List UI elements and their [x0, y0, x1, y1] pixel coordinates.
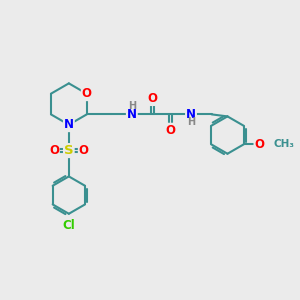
Text: N: N — [64, 118, 74, 131]
Text: N: N — [186, 108, 196, 121]
Text: O: O — [82, 87, 92, 100]
Text: Cl: Cl — [62, 219, 75, 232]
Text: O: O — [165, 124, 175, 137]
Text: N: N — [127, 108, 137, 121]
Text: O: O — [148, 92, 158, 105]
Text: O: O — [79, 144, 89, 157]
Text: H: H — [187, 117, 195, 128]
Text: H: H — [128, 101, 136, 111]
Text: CH₃: CH₃ — [274, 140, 295, 149]
Text: O: O — [49, 144, 59, 157]
Text: O: O — [254, 138, 264, 151]
Text: S: S — [64, 144, 74, 157]
